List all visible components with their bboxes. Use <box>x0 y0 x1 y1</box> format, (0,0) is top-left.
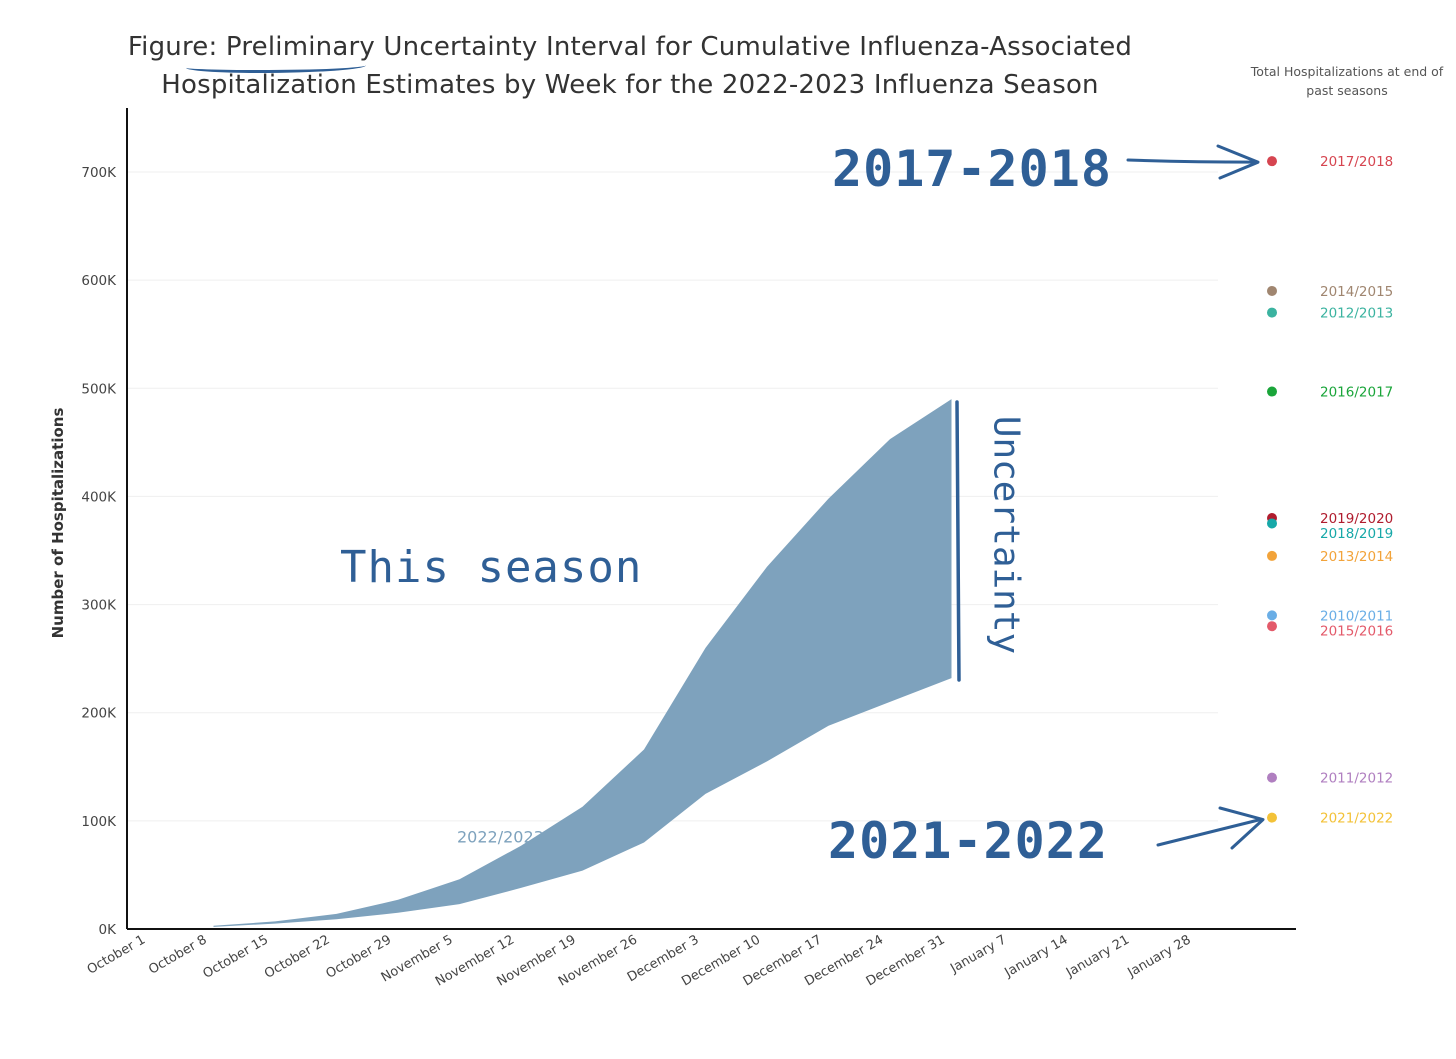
annotation-uncertainty: Uncertainty <box>985 415 1027 655</box>
title-suffix: Uncertainty Interval for Cumulative Infl… <box>374 32 1133 62</box>
y-tick-label: 600K <box>81 273 117 289</box>
x-tick-label: October 8 <box>146 932 209 977</box>
y-tick-label: 100K <box>81 814 117 830</box>
season-label: 2011/2012 <box>1320 771 1393 787</box>
side-panel-title-line-2: past seasons <box>1306 83 1388 98</box>
series-label: 2022/2023 <box>457 827 544 846</box>
season-dot <box>1267 386 1277 397</box>
y-tick-label: 0K <box>99 922 118 938</box>
season-label: 2012/2013 <box>1320 306 1393 322</box>
season-label: 2015/2016 <box>1320 623 1393 639</box>
chart-title-line-1: Figure: Preliminary Uncertainty Interval… <box>0 32 1260 62</box>
x-tick-label: January 28 <box>1125 932 1194 980</box>
season-label: 2017/2018 <box>1320 154 1393 170</box>
x-tick-label: January 7 <box>947 932 1009 976</box>
season-dot <box>1267 518 1277 529</box>
uncertainty-bracket-line <box>955 400 961 682</box>
arrow-top-shaft <box>1126 158 1257 164</box>
season-dot <box>1267 812 1277 823</box>
season-dot <box>1267 156 1277 167</box>
side-panel-title-line-1: Total Hospitalizations at end of <box>1250 64 1444 79</box>
x-tick-label: October 22 <box>262 932 332 981</box>
title-prefix: Figure: <box>127 32 226 62</box>
season-dot <box>1267 307 1277 318</box>
season-label: 2019/2020 <box>1320 511 1393 527</box>
x-tick-label: October 1 <box>85 932 148 977</box>
season-label: 2016/2017 <box>1320 385 1393 401</box>
season-dot <box>1267 550 1277 561</box>
y-tick-label: 500K <box>81 381 117 397</box>
season-dot <box>1267 621 1277 632</box>
annotation-this-season: This season <box>340 542 643 593</box>
title-highlight: Preliminary <box>225 32 375 62</box>
season-label: 2013/2014 <box>1320 549 1393 565</box>
y-tick-label: 200K <box>81 706 117 722</box>
y-tick-label: 400K <box>81 489 117 505</box>
y-tick-label: 700K <box>81 165 117 181</box>
handwritten-underline <box>186 60 366 73</box>
season-dot <box>1267 772 1277 783</box>
season-label: 2018/2019 <box>1320 526 1393 542</box>
season-dot <box>1267 285 1277 296</box>
season-dot <box>1267 610 1277 621</box>
season-label: 2021/2022 <box>1320 811 1393 827</box>
annotation-bottom-season: 2021-2022 <box>828 812 1108 870</box>
x-tick-label: October 15 <box>201 932 271 981</box>
x-tick-label: January 14 <box>1002 932 1071 980</box>
y-tick-label: 300K <box>81 598 117 614</box>
uncertainty-band-area <box>213 399 952 927</box>
chart-title-line-2: Hospitalization Estimates by Week for th… <box>161 70 1099 100</box>
arrow-bottom-shaft <box>1156 818 1262 847</box>
season-label: 2010/2011 <box>1320 608 1393 624</box>
arrow-bottom-head <box>1218 806 1265 850</box>
arrow-top-head <box>1216 144 1260 180</box>
annotation-top-season: 2017-2018 <box>832 140 1112 198</box>
x-tick-label: January 21 <box>1063 932 1132 980</box>
side-panel-title: Total Hospitalizations at end of past se… <box>1232 62 1456 100</box>
season-label: 2014/2015 <box>1320 284 1393 300</box>
